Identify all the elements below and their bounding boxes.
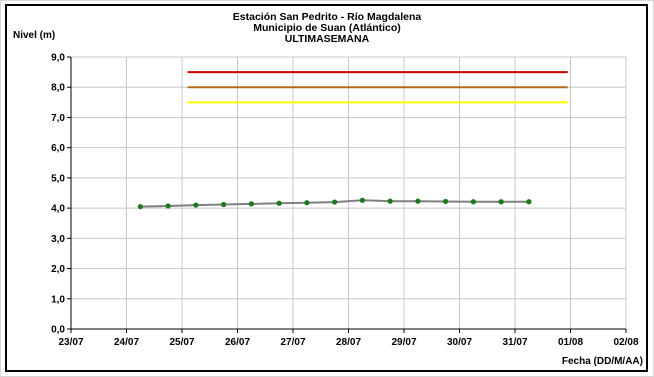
level-data-point: [304, 200, 310, 206]
y-tick-label: 5,0: [51, 173, 65, 184]
x-tick-label: 26/07: [225, 337, 250, 348]
axes: [70, 57, 626, 330]
series-layer: [137, 197, 532, 210]
x-tick-label: 24/07: [114, 337, 139, 348]
y-tick-label: 9,0: [51, 53, 65, 64]
level-data-point: [221, 201, 227, 208]
x-tick-label: 01/08: [558, 337, 583, 348]
x-axis-label: Fecha (DD/M/AA): [562, 356, 643, 367]
level-data-point: [137, 204, 143, 210]
level-data-point: [387, 198, 393, 204]
level-data-point: [470, 199, 476, 205]
threshold-lines: [187, 71, 568, 104]
y-tick-label: 4,0: [51, 204, 65, 215]
level-data-point: [415, 198, 421, 204]
y-tick-label: 6,0: [51, 143, 65, 154]
x-tick-label: 30/07: [447, 337, 472, 348]
level-data-point: [526, 199, 532, 205]
y-tick-label: 2,0: [51, 264, 65, 275]
title-line-1: Estación San Pedrito - Río Magdalena: [233, 11, 422, 23]
y-tick-label: 3,0: [51, 234, 65, 245]
x-tick-label: 25/07: [169, 337, 194, 348]
level-data-point: [359, 197, 365, 203]
x-tick-label: 31/07: [502, 337, 527, 348]
title-line-2: Municipio de Suan (Atlántico): [253, 22, 401, 34]
level-data-point: [498, 199, 504, 205]
level-data-point: [443, 198, 449, 205]
chart-area: Estación San Pedrito - Río Magdalena Mun…: [5, 4, 648, 372]
level-chart: Estación San Pedrito - Río Magdalena Mun…: [13, 11, 643, 367]
x-tick-label: 02/08: [613, 337, 638, 348]
x-tick-labels: 23/07 24/07 25/07 26/07 27/07 28/07 29/07 30/07…: [58, 337, 638, 348]
x-tick-label: 29/07: [391, 337, 416, 348]
grid-lines: [67, 56, 627, 333]
chart-title: Estación San Pedrito - Río Magdalena Mun…: [233, 11, 422, 45]
title-line-3: ULTIMASEMANA: [285, 33, 370, 45]
level-data-point: [332, 199, 338, 205]
y-tick-label: 1,0: [51, 294, 65, 305]
y-tick-label: 0,0: [51, 325, 65, 336]
level-data-point: [165, 203, 171, 209]
y-axis-label: Nivel (m): [13, 30, 55, 41]
level-data-point: [276, 200, 282, 206]
x-tick-label: 27/07: [280, 337, 305, 348]
y-tick-label: 7,0: [51, 113, 65, 124]
y-tick-labels: 0,0 1,0 2,0 3,0 4,0 5,0 6,0 7,0 8,0 9,0: [51, 53, 65, 336]
x-tick-label: 23/07: [58, 337, 83, 348]
level-data-point: [193, 202, 199, 208]
y-tick-label: 8,0: [51, 83, 65, 94]
level-data-point: [248, 201, 254, 207]
x-tick-label: 28/07: [336, 337, 361, 348]
